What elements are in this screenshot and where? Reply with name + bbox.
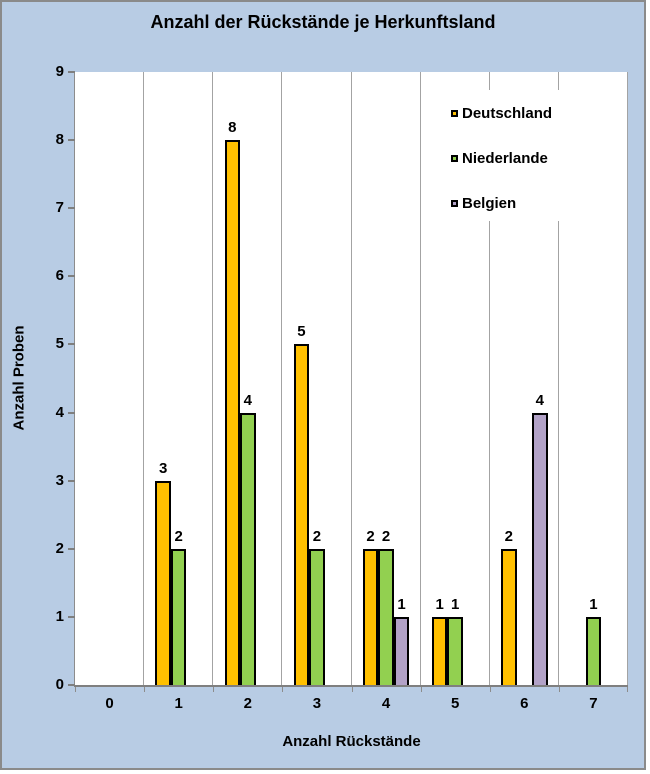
y-axis-line — [74, 72, 75, 686]
legend-swatch-belgien — [451, 200, 458, 207]
chart-title: Anzahl der Rückstände je Herkunftsland — [150, 12, 496, 32]
gridline — [488, 72, 490, 685]
legend-item-niederlande: Niederlande — [451, 151, 625, 166]
legend-swatch-deutschland — [451, 110, 458, 117]
bar-deutschland-4 — [362, 548, 379, 685]
x-tick-label: 3 — [312, 695, 322, 712]
gridline — [557, 72, 559, 685]
bar-value-label: 5 — [297, 323, 306, 341]
gridline — [419, 72, 421, 685]
bar-value-label: 4 — [535, 391, 544, 409]
y-axis-title: Anzahl Proben — [10, 325, 28, 431]
bar-value-label: 2 — [366, 527, 375, 545]
bar-belgien-4 — [393, 616, 410, 685]
y-tick-label: 7 — [55, 199, 64, 217]
bar-value-label: 1 — [451, 595, 460, 613]
y-tick-label: 6 — [55, 267, 64, 285]
x-tick — [558, 687, 560, 692]
y-tick-label: 1 — [55, 607, 64, 625]
y-tick-label: 5 — [55, 335, 64, 353]
gridline — [627, 72, 628, 685]
x-tick — [75, 687, 76, 692]
gridline — [212, 72, 214, 685]
x-tick-label: 7 — [589, 695, 598, 712]
legend-label-belgien: Belgien — [462, 195, 517, 212]
gridline — [143, 72, 145, 685]
x-tick-label: 2 — [243, 695, 252, 712]
bar-deutschland-6 — [501, 548, 517, 685]
x-axis-labels: 0 1 2 3 4 5 6 7 — [75, 694, 628, 714]
y-tick — [68, 615, 75, 618]
x-axis-line — [74, 685, 628, 687]
legend-label-deutschland: Deutschland — [462, 105, 553, 122]
bar-niederlande-5 — [447, 616, 463, 685]
y-tick — [68, 139, 75, 142]
y-tick — [68, 547, 75, 550]
bar-niederlande-3 — [309, 548, 325, 685]
bar-value-label: 4 — [243, 391, 252, 409]
y-tick-label: 3 — [55, 471, 64, 489]
x-tick — [627, 687, 628, 692]
bar-niederlande-4 — [378, 548, 394, 685]
x-tick-label: 5 — [451, 695, 460, 712]
x-tick — [213, 687, 215, 692]
bar-value-label: 3 — [159, 459, 168, 477]
y-axis-labels: 0 1 2 3 4 5 6 7 8 9 — [2, 63, 64, 693]
legend: Deutschland Niederlande Belgien — [439, 90, 625, 221]
legend-label-niederlande: Niederlande — [462, 150, 548, 167]
bar-deutschland-2 — [224, 140, 241, 685]
bar-niederlande-7 — [585, 616, 602, 685]
bar-value-label: 2 — [174, 527, 183, 545]
y-tick — [68, 684, 75, 686]
bar-deutschland-5 — [431, 616, 448, 685]
gridline — [281, 72, 283, 685]
y-tick — [68, 207, 75, 210]
x-axis-title: Anzahl Rückstände — [282, 733, 421, 750]
x-tick — [144, 687, 146, 692]
x-tick-label: 6 — [520, 695, 529, 712]
x-tick-label: 0 — [105, 695, 114, 712]
y-tick-label: 2 — [55, 539, 64, 557]
legend-item-belgien: Belgien — [451, 196, 625, 211]
y-tick — [68, 411, 75, 414]
bar-value-label: 2 — [381, 527, 391, 545]
y-tick — [68, 71, 75, 73]
bar-value-label: 1 — [589, 595, 598, 613]
y-tick — [68, 479, 75, 482]
x-tick — [489, 687, 491, 692]
x-tick — [351, 687, 353, 692]
y-tick-label: 0 — [55, 676, 64, 693]
bar-value-label: 1 — [435, 595, 444, 613]
x-tick-label: 1 — [174, 695, 183, 712]
bar-value-label: 2 — [312, 527, 322, 545]
bar-value-label: 8 — [228, 119, 237, 137]
y-tick-label: 8 — [55, 131, 64, 149]
legend-item-deutschland: Deutschland — [451, 106, 625, 121]
bar-niederlande-2 — [240, 412, 256, 685]
y-tick — [68, 275, 75, 278]
x-tick-layer — [75, 687, 628, 693]
bar-deutschland-1 — [155, 480, 171, 685]
bar-deutschland-3 — [293, 344, 310, 685]
bar-belgien-6 — [532, 412, 548, 685]
grid-layer — [75, 72, 628, 685]
x-tick — [282, 687, 284, 692]
bar-value-label: 1 — [397, 595, 406, 613]
legend-swatch-niederlande — [451, 155, 458, 162]
bar-value-label: 2 — [504, 527, 513, 545]
bar-niederlande-1 — [170, 548, 187, 685]
gridline — [350, 72, 352, 685]
y-tick-layer — [68, 71, 75, 686]
y-tick — [68, 343, 75, 346]
y-tick-label: 9 — [55, 63, 64, 80]
x-tick-label: 4 — [381, 695, 391, 712]
y-tick-label: 4 — [55, 403, 64, 421]
x-tick — [420, 687, 422, 692]
